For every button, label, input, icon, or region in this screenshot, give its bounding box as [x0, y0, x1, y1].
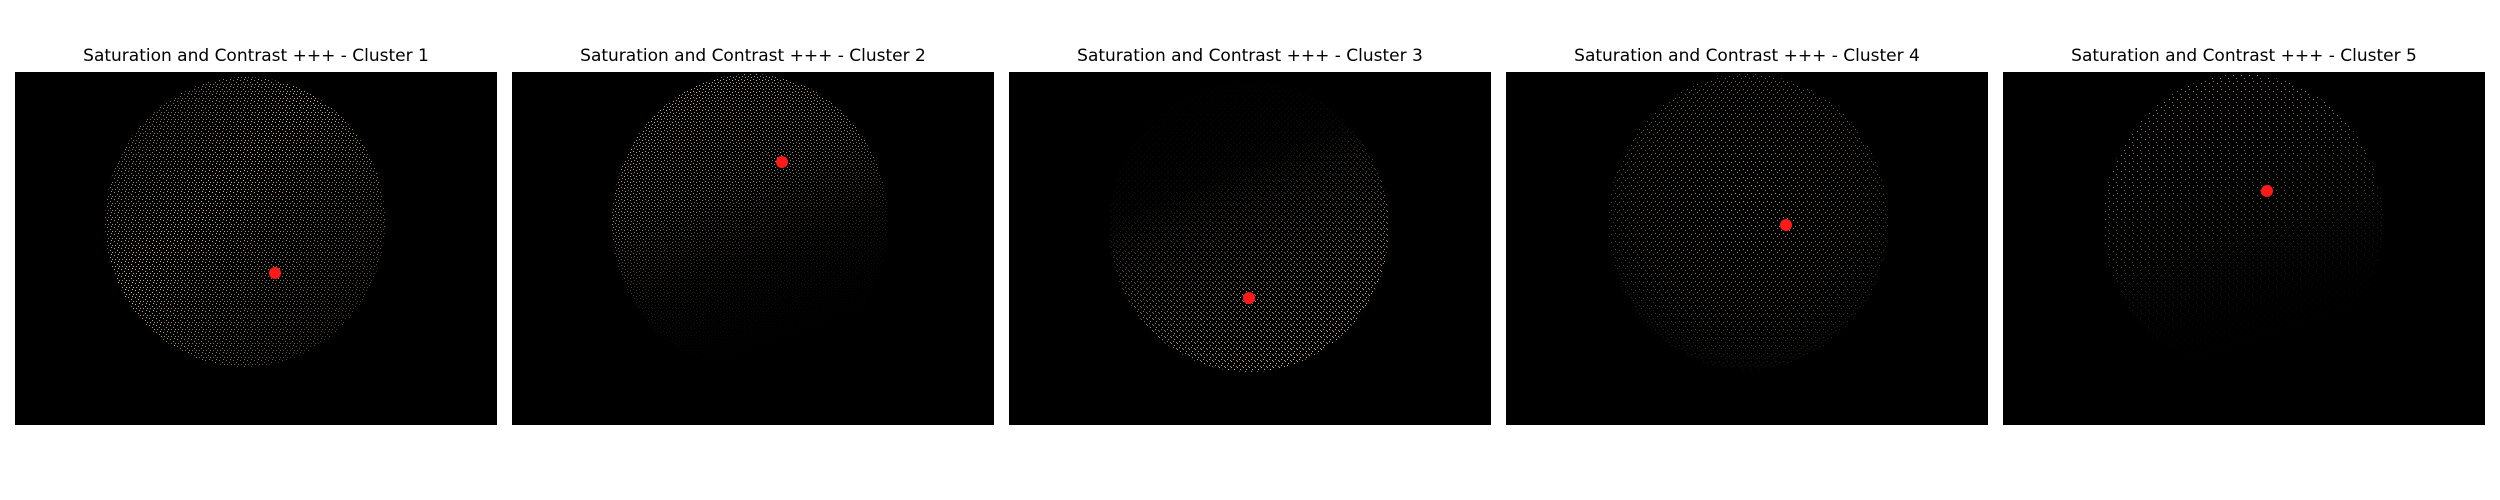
centroid-marker-icon [776, 156, 788, 168]
panel-title: Saturation and Contrast +++ - Cluster 5 [2071, 46, 2417, 66]
cluster-image-canvas [512, 72, 994, 372]
centroid-marker-icon [269, 267, 281, 279]
panel-title: Saturation and Contrast +++ - Cluster 3 [1077, 46, 1423, 66]
panel-title: Saturation and Contrast +++ - Cluster 2 [580, 46, 926, 66]
cluster-image [512, 72, 994, 425]
centroid-marker-icon [2261, 185, 2273, 197]
panel-title: Saturation and Contrast +++ - Cluster 4 [1574, 46, 1920, 66]
cluster-image-canvas [1506, 72, 1988, 372]
cluster-image-canvas [1009, 72, 1491, 372]
centroid-marker-icon [1780, 219, 1792, 231]
centroid-marker-icon [1243, 292, 1255, 304]
panel-title: Saturation and Contrast +++ - Cluster 1 [83, 46, 429, 66]
cluster-image [1506, 72, 1988, 425]
cluster-image [15, 72, 497, 425]
cluster-image [2003, 72, 2485, 425]
cluster-image-canvas [15, 72, 497, 372]
cluster-image-canvas [2003, 72, 2485, 372]
cluster-image [1009, 72, 1491, 425]
